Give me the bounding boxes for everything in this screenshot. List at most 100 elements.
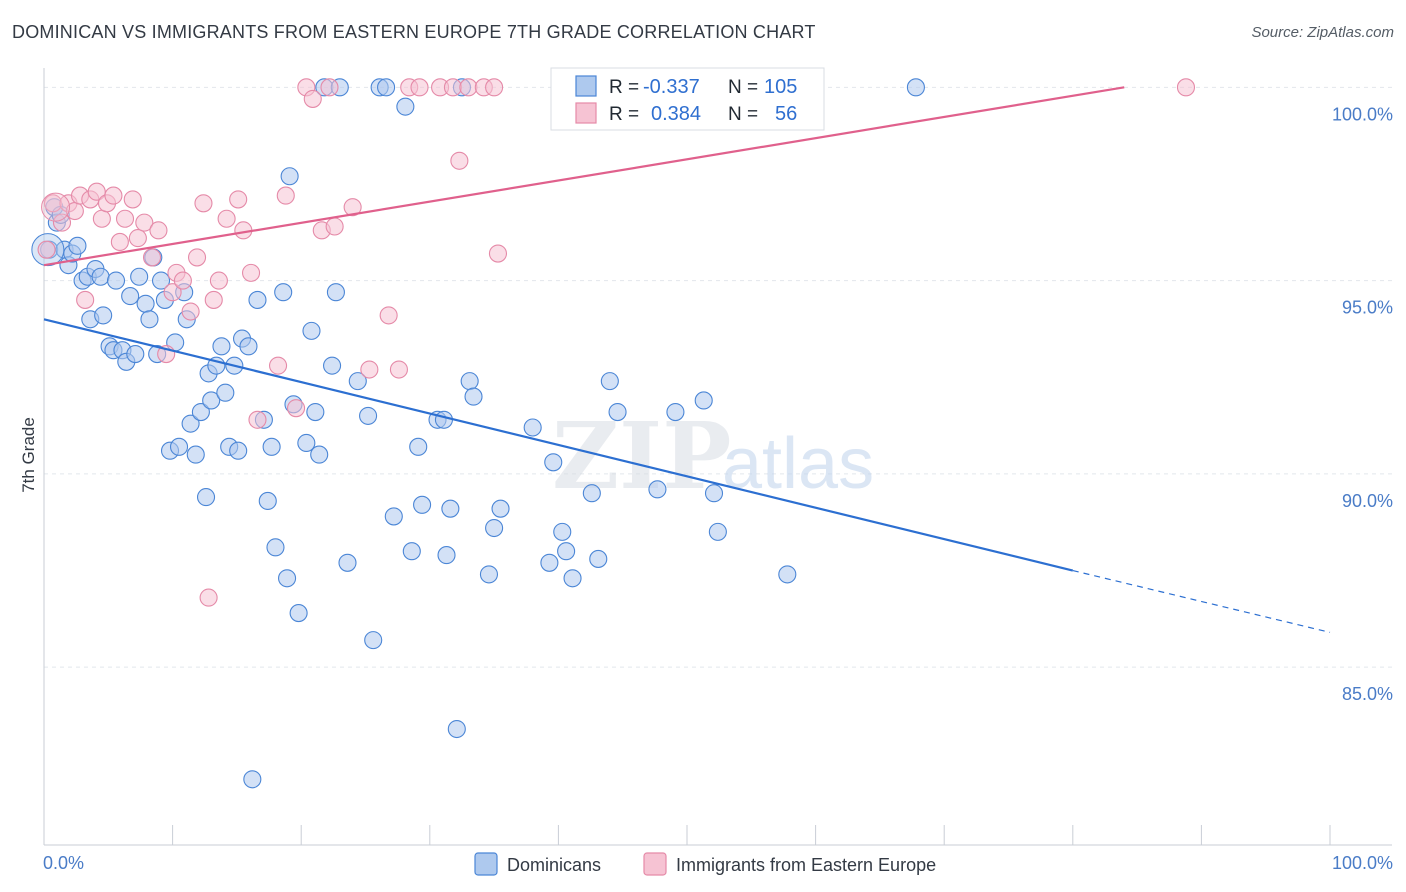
point-dominicans-35 xyxy=(191,402,210,422)
point-dominicans-16 xyxy=(106,271,126,290)
y-tick-label-85: 85.0% xyxy=(1342,684,1393,704)
point-eastern-europe-42 xyxy=(343,198,362,217)
watermark-atlas: atlas xyxy=(722,424,874,504)
point-dominicans-19 xyxy=(121,287,140,306)
point-dominicans-60 xyxy=(306,402,325,422)
point-dominicans-47 xyxy=(243,770,262,789)
point-eastern-europe-6 xyxy=(76,290,95,309)
trend-line-dominicans-extension xyxy=(1072,569,1331,633)
point-dominicans-13 xyxy=(94,306,113,325)
point-eastern-europe-43 xyxy=(360,360,379,379)
point-dominicans-87 xyxy=(491,499,510,518)
point-eastern-europe-8 xyxy=(87,182,106,201)
point-dominicans-50 xyxy=(258,491,277,511)
point-dominicans-84 xyxy=(464,387,483,406)
point-dominicans-67 xyxy=(348,372,367,391)
point-eastern-europe-25 xyxy=(194,194,213,213)
legend-r-label-1: R = xyxy=(609,77,639,98)
point-dominicans-66 xyxy=(338,553,357,572)
point-eastern-europe-14 xyxy=(123,190,142,209)
legend-swatch-dominicans xyxy=(575,75,597,97)
point-eastern-europe-large xyxy=(41,192,71,222)
point-dominicans-22 xyxy=(136,294,155,313)
point-dominicans-21 xyxy=(130,267,149,286)
point-eastern-europe-11 xyxy=(104,186,123,205)
point-dominicans-76 xyxy=(413,495,432,514)
point-dominicans-69 xyxy=(364,631,383,650)
bottom-legend-swatch-dominicans xyxy=(474,852,498,876)
point-dominicans-64 xyxy=(326,283,345,302)
point-eastern-europe-30 xyxy=(229,190,248,209)
point-eastern-europe-26 xyxy=(199,588,218,607)
point-eastern-europe-55 xyxy=(1176,78,1196,97)
point-dominicans-74 xyxy=(402,542,421,561)
point-dominicans-7 xyxy=(68,236,87,255)
point-dominicans-33 xyxy=(181,414,200,433)
point-dominicans-68 xyxy=(359,406,378,425)
point-dominicans-75 xyxy=(409,437,428,456)
point-dominicans-95 xyxy=(589,549,608,568)
point-eastern-europe-33 xyxy=(248,410,267,429)
point-eastern-europe-36 xyxy=(287,399,306,418)
point-dominicans-54 xyxy=(278,569,297,588)
chart-source: Source: ZipAtlas.com xyxy=(1251,24,1394,41)
point-dominicans-44 xyxy=(229,441,248,460)
point-dominicans-81 xyxy=(447,719,466,739)
point-dominicans-38 xyxy=(202,391,221,410)
point-dominicans-72 xyxy=(384,507,403,526)
bottom-legend-label-dominicans: Dominicans xyxy=(507,855,601,875)
series-eastern-europe xyxy=(37,78,1196,607)
point-eastern-europe-16 xyxy=(135,213,154,232)
point-dominicans-96 xyxy=(600,372,619,391)
point-eastern-europe-41 xyxy=(325,217,344,236)
point-eastern-europe-27 xyxy=(204,290,223,309)
legend-r-value-2: 0.384 xyxy=(651,103,701,125)
point-eastern-europe-51 xyxy=(459,78,478,97)
point-dominicans-98 xyxy=(648,480,667,499)
point-dominicans-104 xyxy=(906,78,925,97)
point-eastern-europe-34 xyxy=(269,356,288,375)
bottom-legend-swatch-eastern-europe xyxy=(643,852,667,876)
point-eastern-europe-50 xyxy=(450,151,469,170)
point-eastern-europe-12 xyxy=(110,232,129,252)
point-eastern-europe-2 xyxy=(52,213,72,232)
point-dominicans-101 xyxy=(704,484,724,503)
point-eastern-europe-15 xyxy=(128,229,147,248)
point-dominicans-46 xyxy=(239,337,258,356)
point-dominicans-99 xyxy=(666,402,685,422)
point-eastern-europe-53 xyxy=(485,78,504,97)
point-dominicans-20 xyxy=(126,345,145,364)
legend-n-label-1: N = xyxy=(728,77,758,98)
grid-lines xyxy=(44,86,1392,668)
point-dominicans-88 xyxy=(523,418,542,437)
point-dominicans-61 xyxy=(310,445,329,464)
y-tick-label-95: 95.0% xyxy=(1342,298,1393,318)
point-dominicans-78 xyxy=(434,410,453,429)
point-eastern-europe-24 xyxy=(187,248,207,267)
point-eastern-europe-9 xyxy=(92,209,111,228)
point-eastern-europe-29 xyxy=(217,209,236,228)
point-dominicans-73 xyxy=(396,97,415,116)
point-eastern-europe-47 xyxy=(410,78,429,97)
point-dominicans-51 xyxy=(262,437,281,456)
point-eastern-europe-32 xyxy=(241,263,261,282)
point-dominicans-79 xyxy=(437,546,456,565)
trend-line-eastern-europe xyxy=(43,86,1125,267)
chart-title: DOMINICAN VS IMMIGRANTS FROM EASTERN EUR… xyxy=(12,22,816,42)
point-eastern-europe-18 xyxy=(149,221,168,240)
point-dominicans-40 xyxy=(212,337,231,356)
point-eastern-europe-0 xyxy=(37,240,56,259)
point-dominicans-36 xyxy=(196,488,216,507)
point-dominicans-52 xyxy=(266,538,285,557)
point-dominicans-100 xyxy=(694,391,713,410)
point-dominicans-34 xyxy=(186,445,205,464)
point-dominicans-59 xyxy=(302,321,321,340)
series-legend: Dominicans Immigrants from Eastern Europ… xyxy=(474,852,936,876)
x-tick-label-100: 100.0% xyxy=(1332,853,1393,873)
x-tick-label-0: 0.0% xyxy=(43,853,84,873)
point-dominicans-97 xyxy=(608,402,627,422)
legend-n-label-2: N = xyxy=(728,104,758,125)
point-dominicans-102 xyxy=(708,522,727,541)
legend-r-value-1: -0.337 xyxy=(643,76,700,98)
